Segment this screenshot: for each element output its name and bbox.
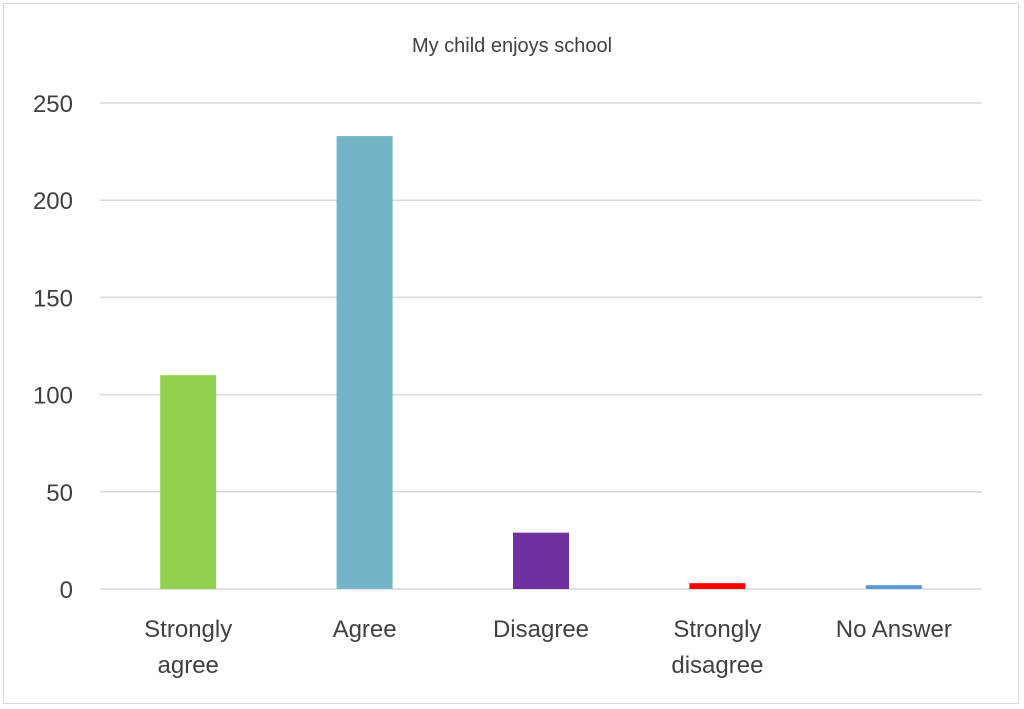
y-tick-label: 50	[46, 480, 73, 507]
y-tick-label: 100	[33, 383, 73, 410]
x-category-label: Agree	[333, 616, 397, 643]
x-category-label: Strongly disagree	[671, 616, 763, 679]
y-tick-label: 200	[33, 188, 73, 215]
x-category-label: No Answer	[836, 616, 952, 643]
x-category-label-line: agree	[158, 652, 219, 679]
x-category-label-line: Agree	[333, 616, 397, 643]
x-axis-categories: Strongly agree Agree Disagree Strongly disagr…	[144, 616, 952, 679]
bars	[160, 136, 922, 589]
x-category-label: Disagree	[493, 616, 589, 643]
x-category-label-line: disagree	[671, 652, 763, 679]
y-tick-label: 150	[33, 285, 73, 312]
x-category-label: Strongly agree	[144, 616, 232, 679]
y-tick-label: 250	[33, 91, 73, 118]
x-category-label-line: Strongly	[673, 616, 761, 643]
bar-3	[689, 583, 746, 589]
y-tick-label: 0	[60, 577, 73, 604]
x-category-label-line: Strongly	[144, 616, 232, 643]
x-category-label-line: No Answer	[836, 616, 952, 643]
bar-2	[513, 532, 569, 589]
bar-1	[336, 136, 393, 589]
gridlines	[100, 102, 982, 590]
chart-title: My child enjoys school	[412, 35, 612, 57]
bar-4	[865, 585, 922, 589]
y-axis-ticks: 0 50 100 150 200 250	[33, 91, 73, 604]
bar-0	[160, 375, 217, 589]
x-category-label-line: Disagree	[493, 616, 589, 643]
